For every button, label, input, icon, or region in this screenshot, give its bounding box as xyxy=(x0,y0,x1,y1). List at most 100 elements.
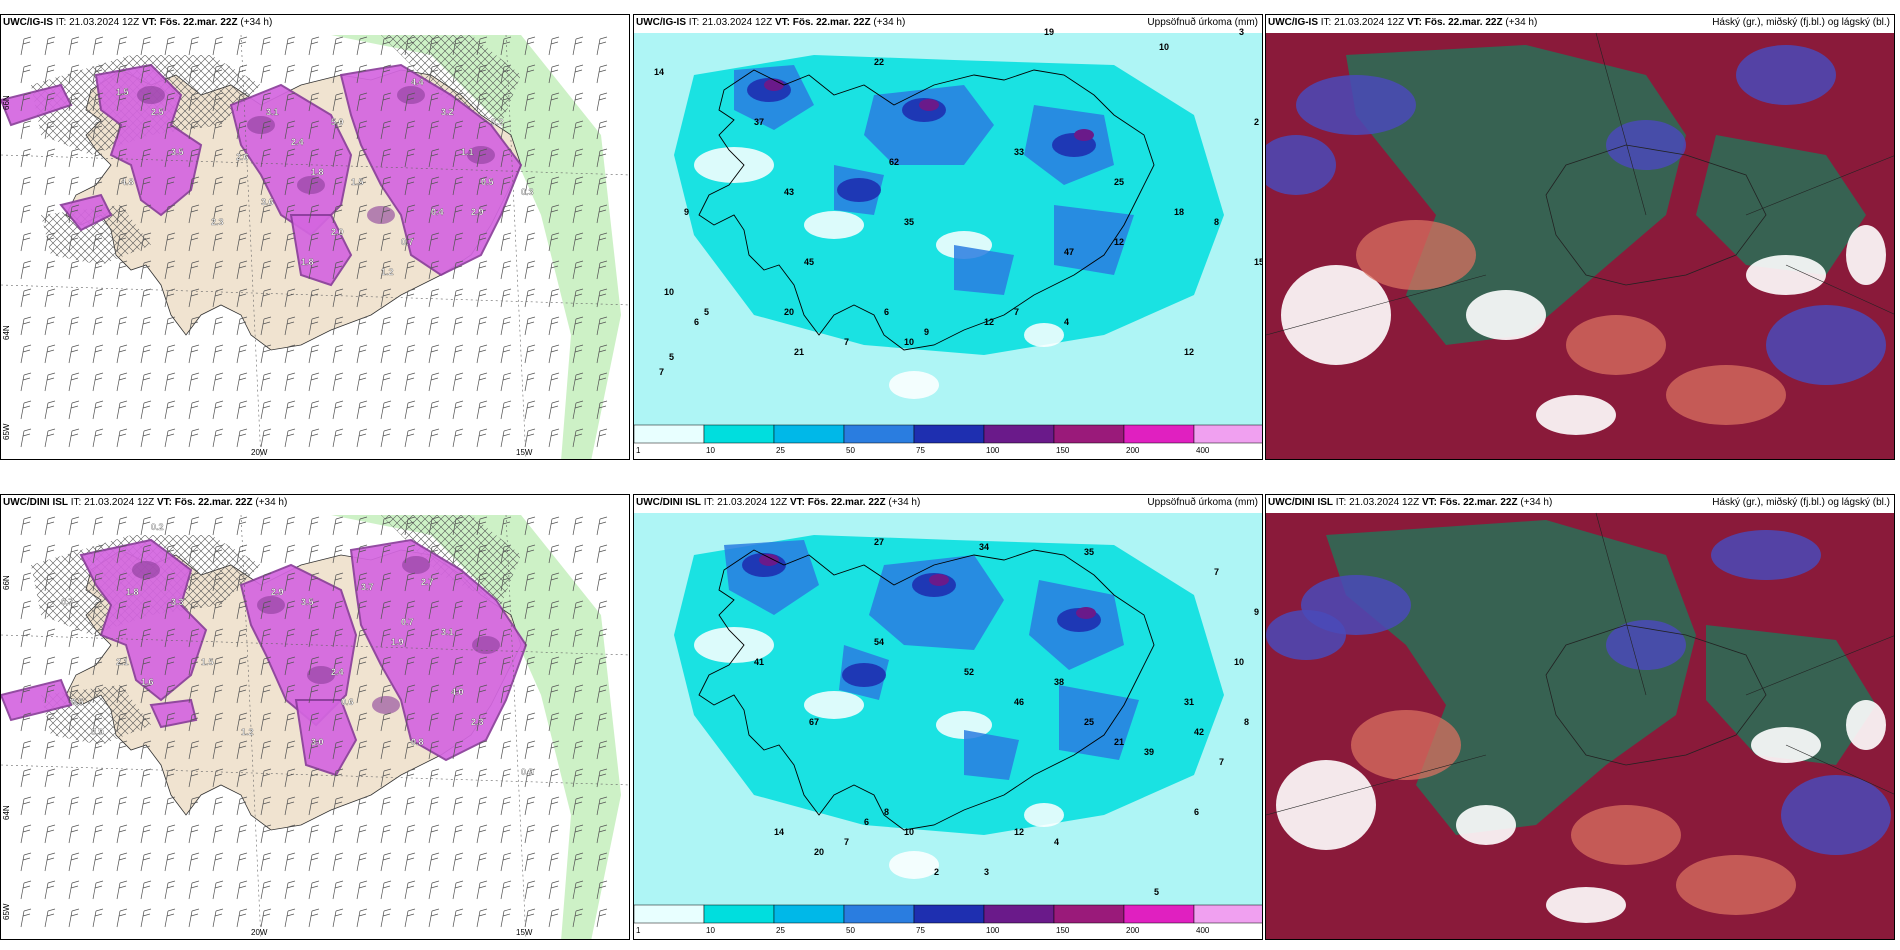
wind-barb xyxy=(20,288,32,308)
wind-barb xyxy=(236,824,248,844)
precip-value-label: 47 xyxy=(1064,247,1074,257)
wind-barb xyxy=(140,600,152,620)
wind-barb xyxy=(332,740,344,760)
wind-barb xyxy=(308,428,320,448)
wind-barb xyxy=(188,544,200,564)
wind-barb xyxy=(500,176,512,196)
precip-value-label: 18 xyxy=(1174,207,1184,217)
wind-barb xyxy=(332,64,344,84)
wind-barb xyxy=(404,428,416,448)
wind-barb xyxy=(428,880,440,900)
wind-barb xyxy=(188,768,200,788)
precip-75-100 xyxy=(837,178,881,202)
wind-barb xyxy=(404,600,416,620)
wind-barb xyxy=(500,796,512,816)
cloud-clear-area xyxy=(1546,887,1626,923)
cloud-map xyxy=(1266,32,1894,459)
wind-barb xyxy=(116,684,128,704)
wind-barb xyxy=(236,516,248,536)
wind-barb xyxy=(380,768,392,788)
wind-barb xyxy=(548,768,560,788)
wind-barb xyxy=(260,148,272,168)
precip-gap xyxy=(1024,803,1064,827)
cloud-low-layer xyxy=(1296,75,1416,135)
wind-barb xyxy=(44,712,56,732)
wind-barb xyxy=(524,712,536,732)
wind-barb xyxy=(404,344,416,364)
wind-barb xyxy=(44,288,56,308)
wind-barb xyxy=(428,656,440,676)
wind-barb xyxy=(212,428,224,448)
wind-barb xyxy=(452,92,464,112)
wind-barb xyxy=(428,36,440,56)
wind-barb xyxy=(260,544,272,564)
wind-barb xyxy=(308,36,320,56)
wind-barb xyxy=(500,544,512,564)
wind-barb xyxy=(572,204,584,224)
wind-barb xyxy=(20,120,32,140)
wind-barb xyxy=(20,712,32,732)
snow-value-label: 3.1 xyxy=(441,627,454,637)
wind-barb xyxy=(356,344,368,364)
wind-barb xyxy=(140,516,152,536)
wind-barb xyxy=(596,684,608,704)
wind-barb xyxy=(356,768,368,788)
wind-barb xyxy=(116,36,128,56)
precip-value-label: 52 xyxy=(964,667,974,677)
wind-barb xyxy=(212,572,224,592)
colorbar-segment xyxy=(983,904,1055,924)
wind-barb xyxy=(332,232,344,252)
cloud-map xyxy=(1266,512,1894,939)
precip-value-label: 3 xyxy=(1239,27,1244,37)
wind-barb xyxy=(404,204,416,224)
wind-barb xyxy=(380,796,392,816)
wind-barb xyxy=(44,544,56,564)
wind-barb xyxy=(356,656,368,676)
wind-barb xyxy=(212,372,224,392)
wind-barb xyxy=(356,908,368,928)
wind-barb xyxy=(308,600,320,620)
wind-barb xyxy=(596,428,608,448)
precip-value-label: 9 xyxy=(924,327,929,337)
wind-barb xyxy=(236,232,248,252)
wind-barb xyxy=(476,64,488,84)
snow-map: 1.5 2.5 3.5 4.8 3.1 2.4 1.8 2.6 3.6 5.0 4.4 3.2 1.1 0… xyxy=(1,34,629,459)
wind-barb xyxy=(332,316,344,336)
precip-value-label: 4 xyxy=(1054,837,1059,847)
map-border-line xyxy=(1595,32,1647,216)
wind-barb xyxy=(188,712,200,732)
precip-value-label: 7 xyxy=(659,367,664,377)
wind-barb xyxy=(596,176,608,196)
wind-barb xyxy=(524,36,536,56)
wind-barb xyxy=(44,852,56,872)
snow-area xyxy=(1,83,73,127)
wind-barb xyxy=(548,796,560,816)
wind-barb xyxy=(44,516,56,536)
wind-barb xyxy=(356,176,368,196)
wind-barb xyxy=(596,516,608,536)
wind-barb xyxy=(212,344,224,364)
wind-barb xyxy=(356,684,368,704)
wind-barb xyxy=(596,204,608,224)
wind-barb xyxy=(20,260,32,280)
panel-header: UWC/IG-IS IT: 21.03.2024 12Z VT: Fös. 22… xyxy=(636,17,906,28)
wind-barb xyxy=(404,880,416,900)
wind-barb xyxy=(428,628,440,648)
snow-value-label: 0.5 xyxy=(481,177,494,187)
wind-barb xyxy=(236,260,248,280)
wind-barb xyxy=(404,572,416,592)
wind-barb xyxy=(500,316,512,336)
wind-barb xyxy=(452,148,464,168)
wind-barb xyxy=(140,316,152,336)
wind-barb xyxy=(92,572,104,592)
wind-barb xyxy=(92,316,104,336)
wind-barb xyxy=(572,796,584,816)
wind-barb xyxy=(260,600,272,620)
wind-barb xyxy=(476,768,488,788)
wind-barb xyxy=(500,344,512,364)
wind-barb xyxy=(140,544,152,564)
wind-barb xyxy=(164,628,176,648)
wind-barb xyxy=(284,372,296,392)
wind-barb xyxy=(284,344,296,364)
cloud-mixed-area xyxy=(1356,220,1476,290)
